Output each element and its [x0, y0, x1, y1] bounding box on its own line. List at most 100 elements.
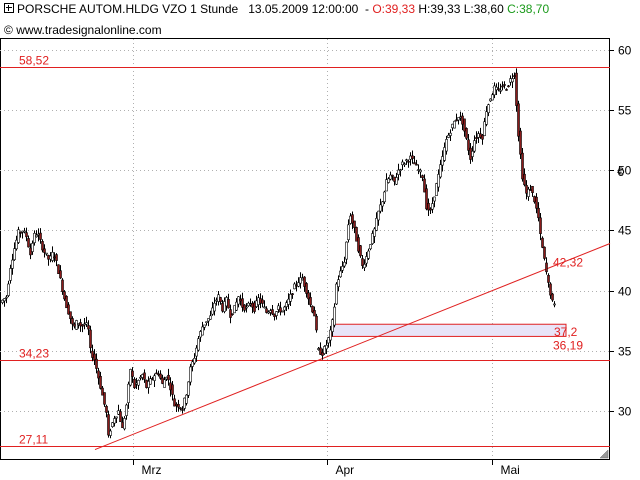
candle-body [235, 301, 238, 311]
zone-top-label: 37,2 [554, 325, 578, 339]
candle-body [189, 366, 192, 383]
candle-body [441, 156, 444, 166]
candle-body [457, 117, 460, 121]
support-zone [331, 323, 567, 337]
horizontal-level-label: 27,11 [19, 433, 48, 447]
candle-body [59, 270, 62, 279]
candle-body [119, 411, 122, 423]
candle-body [387, 178, 390, 183]
candle-body [211, 307, 214, 315]
candle-body [373, 228, 376, 237]
expand-icon[interactable] [4, 3, 14, 13]
candle-body [173, 398, 176, 407]
candle-body [535, 196, 538, 209]
candle-body [137, 380, 140, 386]
candle-body [343, 261, 346, 267]
candle-body [503, 84, 506, 86]
candle-body [463, 118, 466, 132]
candle-body [329, 329, 332, 341]
candle-body [289, 293, 292, 302]
candle-body [331, 319, 334, 332]
candle-body [523, 173, 526, 186]
candle-body [209, 315, 212, 320]
candle-body [515, 72, 518, 106]
candle-body [371, 233, 374, 244]
y-tick-label: 40 [618, 285, 632, 299]
candle-body [281, 310, 284, 313]
candle-body [467, 139, 470, 151]
candle-body [241, 298, 244, 308]
y-tick-label: 60 [618, 44, 632, 58]
low-value: L:38,60 [463, 2, 504, 16]
close-value: C:38,70 [507, 2, 550, 16]
candle-body [443, 147, 446, 161]
candle-body [145, 379, 148, 388]
candle-body [9, 268, 12, 281]
candle-body [97, 370, 100, 379]
candle-body [319, 347, 322, 355]
candle-body [147, 381, 150, 388]
y-tick-label: 35 [618, 345, 632, 359]
candle-body [415, 163, 418, 166]
candle-body [403, 163, 406, 166]
candle-body [501, 85, 504, 88]
candle-body [23, 230, 26, 233]
candle-body [395, 177, 398, 185]
candle-body [71, 318, 74, 325]
candle-body [229, 309, 232, 318]
candle-body [381, 201, 384, 207]
candle-body [199, 331, 202, 338]
candle-body [101, 387, 104, 396]
candle-body [405, 159, 408, 162]
candle-body [363, 264, 366, 269]
candle-body [19, 232, 22, 234]
trendline-value-label: 42,32 [553, 256, 583, 270]
source-attribution: © www.tradesignalonline.com [4, 23, 162, 37]
candle-body [39, 232, 42, 240]
candle-body [297, 282, 300, 287]
candle-body [453, 120, 456, 129]
candle-body [311, 305, 314, 313]
candle-body [299, 277, 302, 284]
candle-body [109, 430, 112, 436]
candle-body [237, 296, 240, 305]
candle-body [507, 85, 510, 88]
candle-body [455, 119, 458, 122]
candle-body [413, 162, 416, 165]
candle-body [135, 382, 138, 385]
y-tick-label: 30 [618, 405, 632, 419]
y-tick-label: 50 [618, 164, 632, 178]
candle-body [249, 303, 252, 306]
candle-body [345, 241, 348, 260]
timestamp: 13.05.2009 12:00:00 [248, 2, 359, 16]
candle-body [391, 174, 394, 177]
candle-body [483, 121, 486, 136]
candle-body [541, 237, 544, 248]
x-tick-label: Mrz [142, 463, 162, 477]
candle-body [439, 164, 442, 178]
candle-body [223, 301, 226, 312]
resize-grip-icon[interactable] [599, 449, 609, 459]
candle-body [111, 422, 114, 428]
candle-body [61, 279, 64, 292]
candle-body [31, 243, 34, 252]
candle-body [365, 256, 368, 264]
candle-body [171, 384, 174, 395]
candle-body [221, 302, 224, 312]
candle-body [271, 309, 274, 315]
trendline [94, 243, 611, 451]
candle-body [45, 252, 48, 255]
candle-body [543, 246, 546, 259]
candle-body [181, 409, 184, 411]
candle-body [65, 295, 68, 309]
candle-body [195, 347, 198, 357]
candle-body [139, 376, 142, 379]
candle-body [3, 298, 6, 302]
candle-body [411, 155, 414, 159]
candle-body [283, 306, 286, 311]
candle-body [339, 270, 342, 278]
candle-body [537, 207, 540, 219]
candle-body [321, 352, 324, 356]
candle-body [149, 378, 152, 385]
